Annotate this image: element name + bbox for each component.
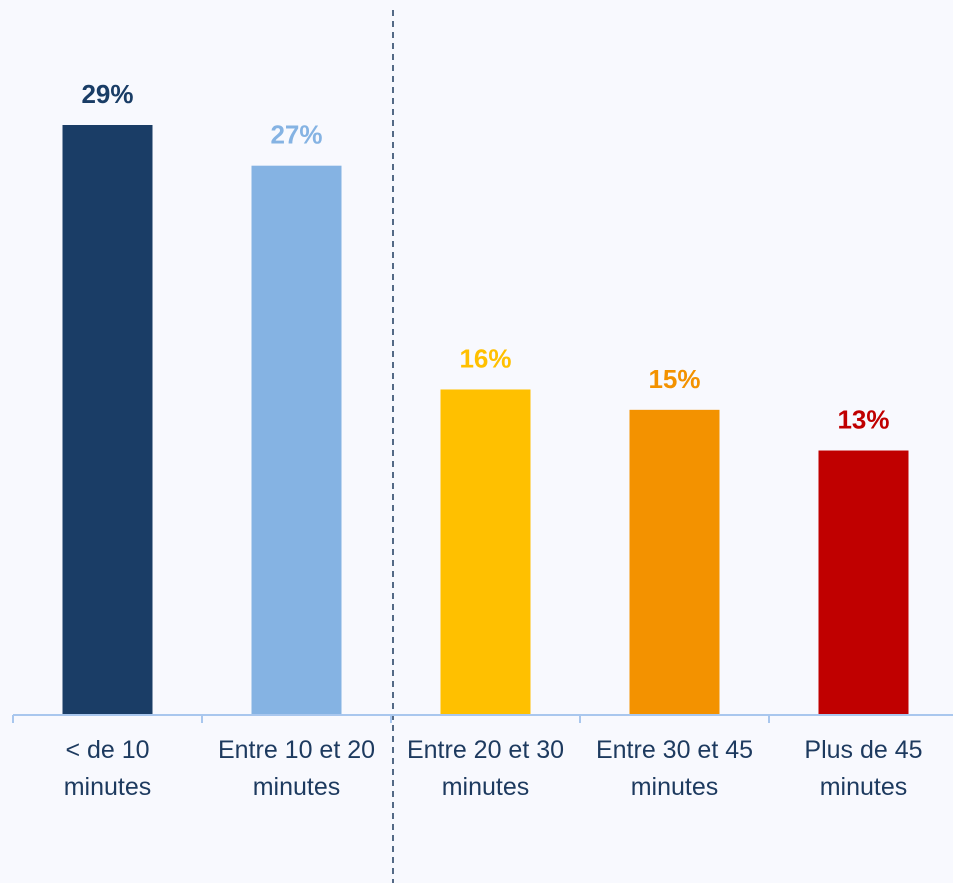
category-label-line: minutes	[64, 773, 152, 801]
category-label: Entre 30 et 45 minutes	[596, 736, 753, 801]
data-label: 29%	[81, 79, 133, 109]
bar	[62, 125, 153, 715]
data-label: 27%	[270, 120, 322, 150]
bars-group	[62, 125, 909, 716]
category-label-line: Entre 20 et 30	[407, 736, 564, 764]
category-label-line: minutes	[253, 773, 341, 801]
category-label-line: < de 10	[65, 736, 149, 764]
category-label: < de 10 minutes	[64, 736, 152, 801]
bar	[440, 389, 531, 715]
x-axis-ticks	[12, 715, 770, 723]
category-label: Entre 10 et 20 minutes	[218, 736, 375, 801]
category-label-line: minutes	[631, 773, 719, 801]
value-labels-group: 29% 27% 16% 15% 13%	[81, 79, 889, 435]
data-label: 15%	[648, 364, 700, 394]
category-label-line: Plus de 45	[804, 736, 922, 764]
category-label: Entre 20 et 30 minutes	[407, 736, 564, 801]
category-label-line: minutes	[442, 773, 530, 801]
category-label-line: Entre 30 et 45	[596, 736, 753, 764]
data-label: 13%	[837, 405, 889, 435]
bar	[818, 450, 909, 715]
category-label-line: minutes	[820, 773, 908, 801]
category-label: Plus de 45 minutes	[804, 736, 922, 801]
data-label: 16%	[459, 343, 511, 373]
category-label-line: Entre 10 et 20	[218, 736, 375, 764]
bar	[251, 165, 342, 716]
bar	[629, 409, 720, 715]
